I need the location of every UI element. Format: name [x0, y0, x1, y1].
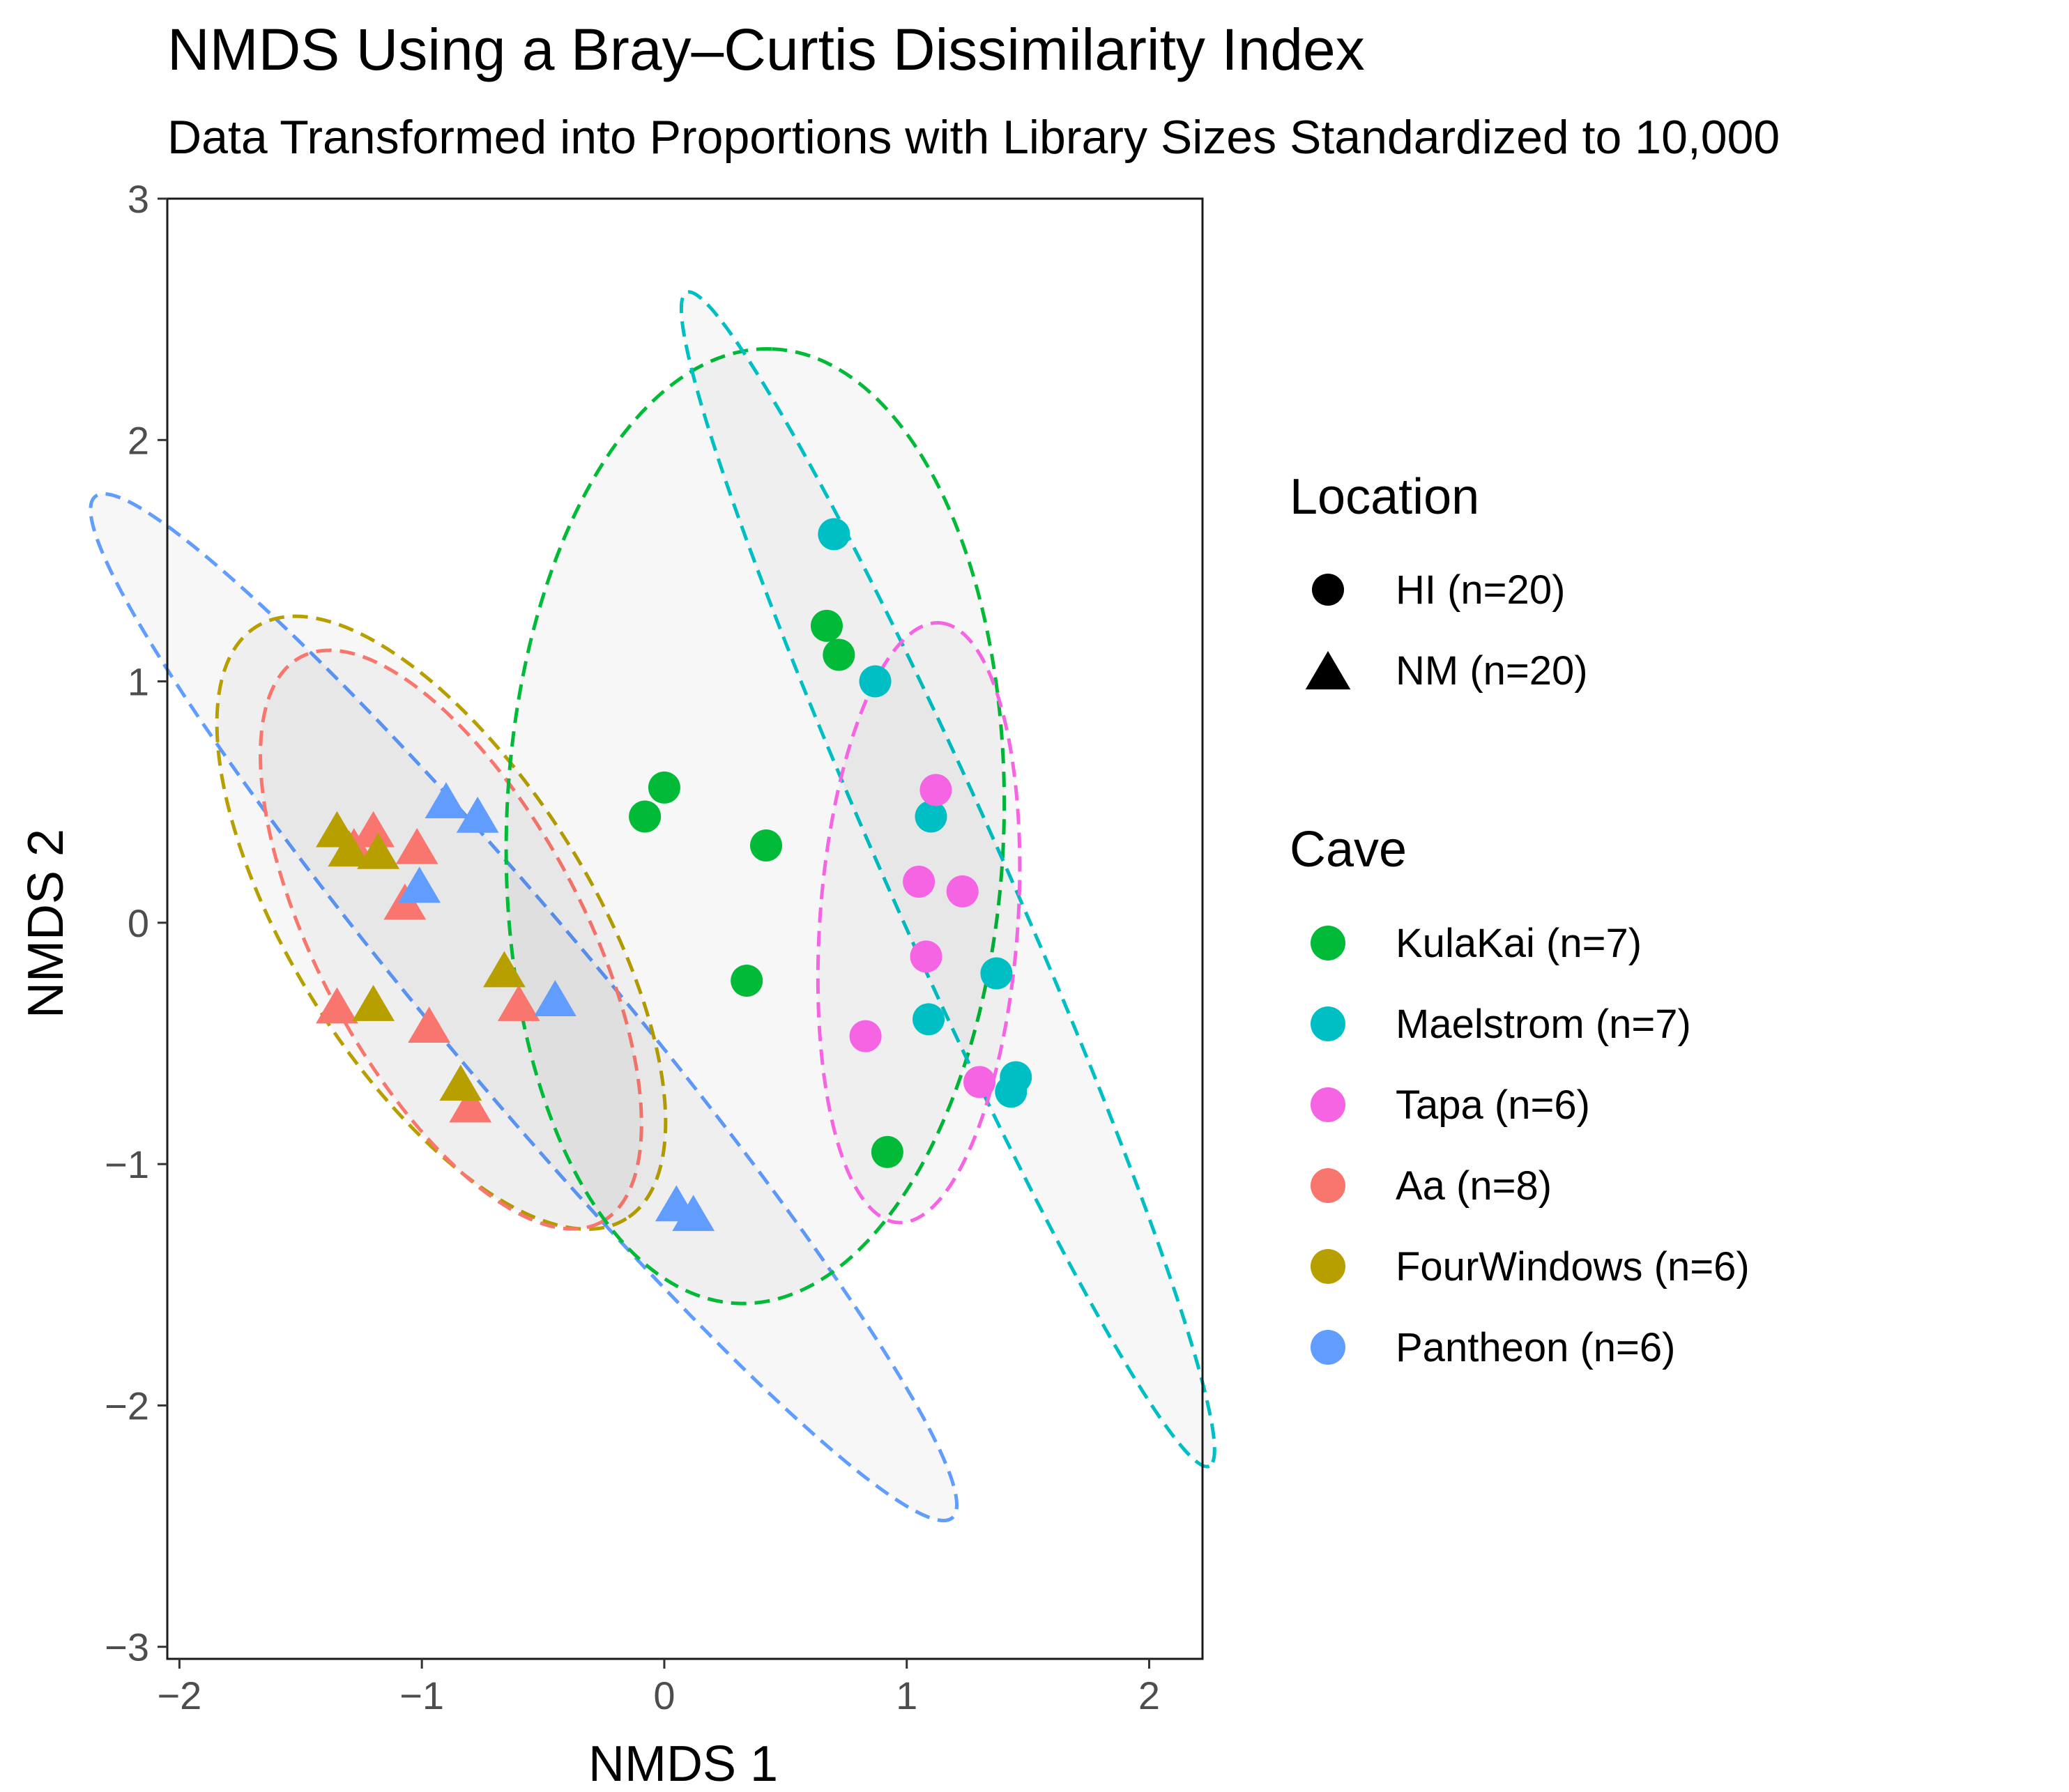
point-fourwindows — [352, 985, 395, 1021]
x-tick-label: 0 — [653, 1674, 675, 1717]
point-aa — [408, 1006, 450, 1043]
point-fourwindows — [328, 830, 371, 867]
chart-subtitle: Data Transformed into Proportions with L… — [167, 111, 1780, 164]
point-tapa — [919, 774, 952, 806]
point-kulakai — [629, 800, 662, 833]
plot-frame — [166, 197, 1204, 1660]
legend-key-triangle — [1305, 651, 1351, 690]
x-tick-label: −2 — [157, 1674, 201, 1717]
legend-key-maelstrom — [1311, 1006, 1345, 1041]
point-maelstrom — [818, 518, 850, 551]
point-aa — [352, 811, 395, 848]
legend-key-pantheon — [1311, 1330, 1345, 1365]
confidence-ellipses — [89, 290, 1216, 1523]
legend-cave-label: Tapa (n=6) — [1396, 1082, 1590, 1128]
point-tapa — [963, 1066, 996, 1098]
y-tick-label: −1 — [105, 1142, 149, 1186]
ellipse-maelstrom — [679, 290, 1216, 1469]
ellipse-kulakai — [504, 347, 1007, 1305]
legend-location-title: Location — [1290, 469, 1479, 525]
ellipse-aa — [259, 648, 643, 1231]
point-kulakai — [750, 829, 783, 862]
ellipse-pantheon — [89, 492, 959, 1523]
y-axis-title: NMDS 2 — [18, 829, 74, 1018]
point-kulakai — [871, 1135, 903, 1168]
point-kulakai — [823, 638, 855, 671]
y-tick-label: −3 — [105, 1625, 149, 1669]
y-tick-label: 1 — [128, 660, 149, 704]
point-fourwindows — [483, 951, 526, 988]
point-maelstrom — [980, 957, 1013, 990]
point-tapa — [849, 1020, 882, 1052]
x-tick-label: −1 — [399, 1674, 444, 1717]
y-tick-label: 3 — [128, 177, 149, 221]
point-pantheon — [456, 796, 499, 833]
chart-title: NMDS Using a Bray–Curtis Dissimilarity I… — [167, 17, 1365, 82]
point-tapa — [910, 940, 942, 973]
point-aa — [497, 985, 540, 1021]
point-fourwindows — [357, 832, 399, 869]
point-kulakai — [810, 609, 843, 642]
y-tick-label: −2 — [105, 1384, 149, 1427]
legend-location: Location HI (n=20) NM (n=20) — [1290, 469, 1588, 694]
point-pantheon — [425, 782, 468, 819]
legend-cave: Cave KulaKai (n=7) Maelstrom (n=7) Tapa (n… — [1290, 822, 1750, 1370]
legend-location-label: HI (n=20) — [1396, 567, 1565, 613]
ellipse-tapa — [816, 621, 1022, 1225]
point-aa — [316, 987, 358, 1024]
legend-key-aa — [1311, 1168, 1345, 1203]
point-tapa — [903, 865, 936, 898]
legend-key-fourwindows — [1311, 1249, 1345, 1284]
point-maelstrom — [995, 1075, 1028, 1108]
legend-key-circle — [1312, 574, 1344, 606]
point-kulakai — [731, 964, 763, 997]
point-maelstrom — [913, 1003, 945, 1036]
point-aa — [449, 1086, 492, 1123]
y-tick-label: 0 — [128, 901, 149, 945]
x-tick-label: 2 — [1138, 1674, 1160, 1717]
point-aa — [395, 827, 438, 864]
point-maelstrom — [859, 665, 892, 698]
legend-key-kulakai — [1311, 926, 1345, 960]
legend-cave-label: KulaKai (n=7) — [1396, 921, 1642, 966]
point-tapa — [946, 875, 979, 908]
x-tick-label: 1 — [896, 1674, 917, 1717]
legend-location-label: NM (n=20) — [1396, 648, 1588, 694]
point-kulakai — [648, 771, 680, 804]
legend-cave-label: Pantheon (n=6) — [1396, 1325, 1675, 1370]
data-points — [316, 518, 1032, 1232]
y-tick-label: 2 — [128, 418, 149, 462]
point-pantheon — [672, 1195, 715, 1232]
point-maelstrom — [915, 800, 947, 833]
x-axis-title: NMDS 1 — [588, 1736, 778, 1792]
legend-cave-title: Cave — [1290, 822, 1407, 878]
point-pantheon — [398, 866, 441, 903]
legend-cave-label: Maelstrom (n=7) — [1396, 1002, 1691, 1047]
point-fourwindows — [439, 1064, 482, 1101]
legend-key-tapa — [1311, 1087, 1345, 1122]
ellipse-fourwindows — [215, 614, 668, 1232]
legend-cave-label: FourWindows (n=6) — [1396, 1244, 1750, 1289]
legend-cave-label: Aa (n=8) — [1396, 1163, 1552, 1209]
point-pantheon — [534, 980, 577, 1016]
